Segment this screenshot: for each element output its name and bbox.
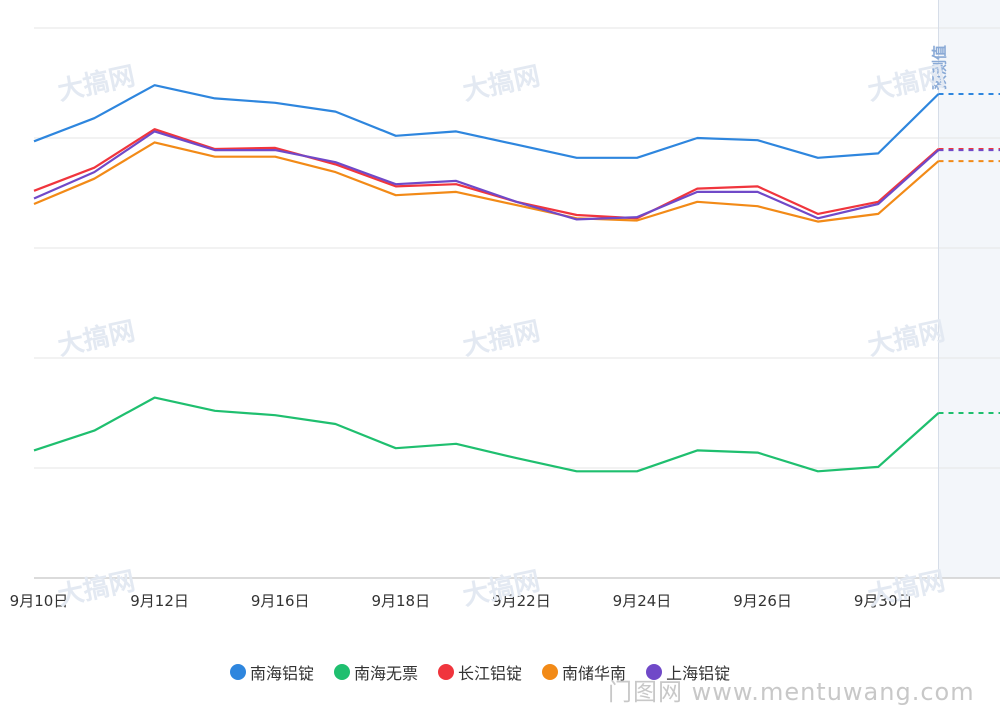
forecast-label: 预测值 — [931, 45, 949, 90]
legend-label: 南储华南 — [562, 664, 627, 683]
logo-watermark: 大搞网 — [460, 60, 543, 107]
legend-label: 上海铝锭 — [666, 664, 731, 683]
line-chart: 预测值 9月10日 9月12日 9月16日 9月18日 9月22日 9月24日 9月26日 9月… — [10, 0, 1000, 612]
series-line-nanchu-huanan — [33, 141, 940, 223]
legend-label: 长江铝锭 — [458, 664, 523, 683]
legend-marker-icon — [542, 664, 559, 680]
legend-marker-icon — [334, 664, 351, 680]
legend-item-nanhai-no-invoice[interactable]: 南海无票 — [334, 660, 418, 684]
x-tick-label: 9月12日 — [130, 592, 189, 610]
logo-watermark: 大搞网 — [55, 565, 138, 612]
x-tick-label: 9月18日 — [371, 592, 430, 610]
chart-legend: 南海铝锭 南海无票 长江铝锭 南储华南 上海铝锭 — [230, 660, 730, 684]
x-tick-label: 9月30日 — [854, 592, 913, 610]
x-tick-label: 9月22日 — [492, 592, 551, 610]
x-tick-label: 9月26日 — [733, 592, 792, 610]
legend-label: 南海铝锭 — [250, 664, 315, 683]
x-tick-label: 9月24日 — [613, 592, 672, 610]
logo-watermark: 大搞网 — [55, 60, 138, 107]
logo-watermark: 大搞网 — [865, 60, 948, 107]
x-tick-label: 9月10日 — [10, 592, 69, 610]
logo-watermark: 大搞网 — [55, 315, 138, 362]
x-tick-label: 9月16日 — [251, 592, 310, 610]
legend-item-shanghai-ingot[interactable]: 上海铝锭 — [646, 660, 730, 684]
legend-marker-icon — [230, 664, 246, 680]
logo-watermark: 大搞网 — [460, 315, 543, 362]
series-line-nanhai-ingot — [33, 84, 940, 159]
series-line-changjiang-ingot — [33, 128, 940, 220]
site-watermark: 门图网 www.mentuwang.com — [608, 678, 975, 706]
legend-marker-icon — [438, 664, 455, 680]
legend-item-nanchu-huanan[interactable]: 南储华南 — [542, 660, 626, 684]
logo-watermark: 大搞网 — [865, 315, 948, 362]
legend-item-changjiang-ingot[interactable]: 长江铝锭 — [438, 660, 522, 684]
legend-label: 南海无票 — [354, 664, 419, 683]
forecast-region — [938, 0, 1000, 578]
legend-marker-icon — [646, 664, 663, 680]
series-line-shanghai-ingot — [33, 130, 940, 221]
legend-item-nanhai-ingot[interactable]: 南海铝锭 — [230, 660, 314, 684]
series-line-nanhai-no-invoice — [33, 396, 940, 473]
